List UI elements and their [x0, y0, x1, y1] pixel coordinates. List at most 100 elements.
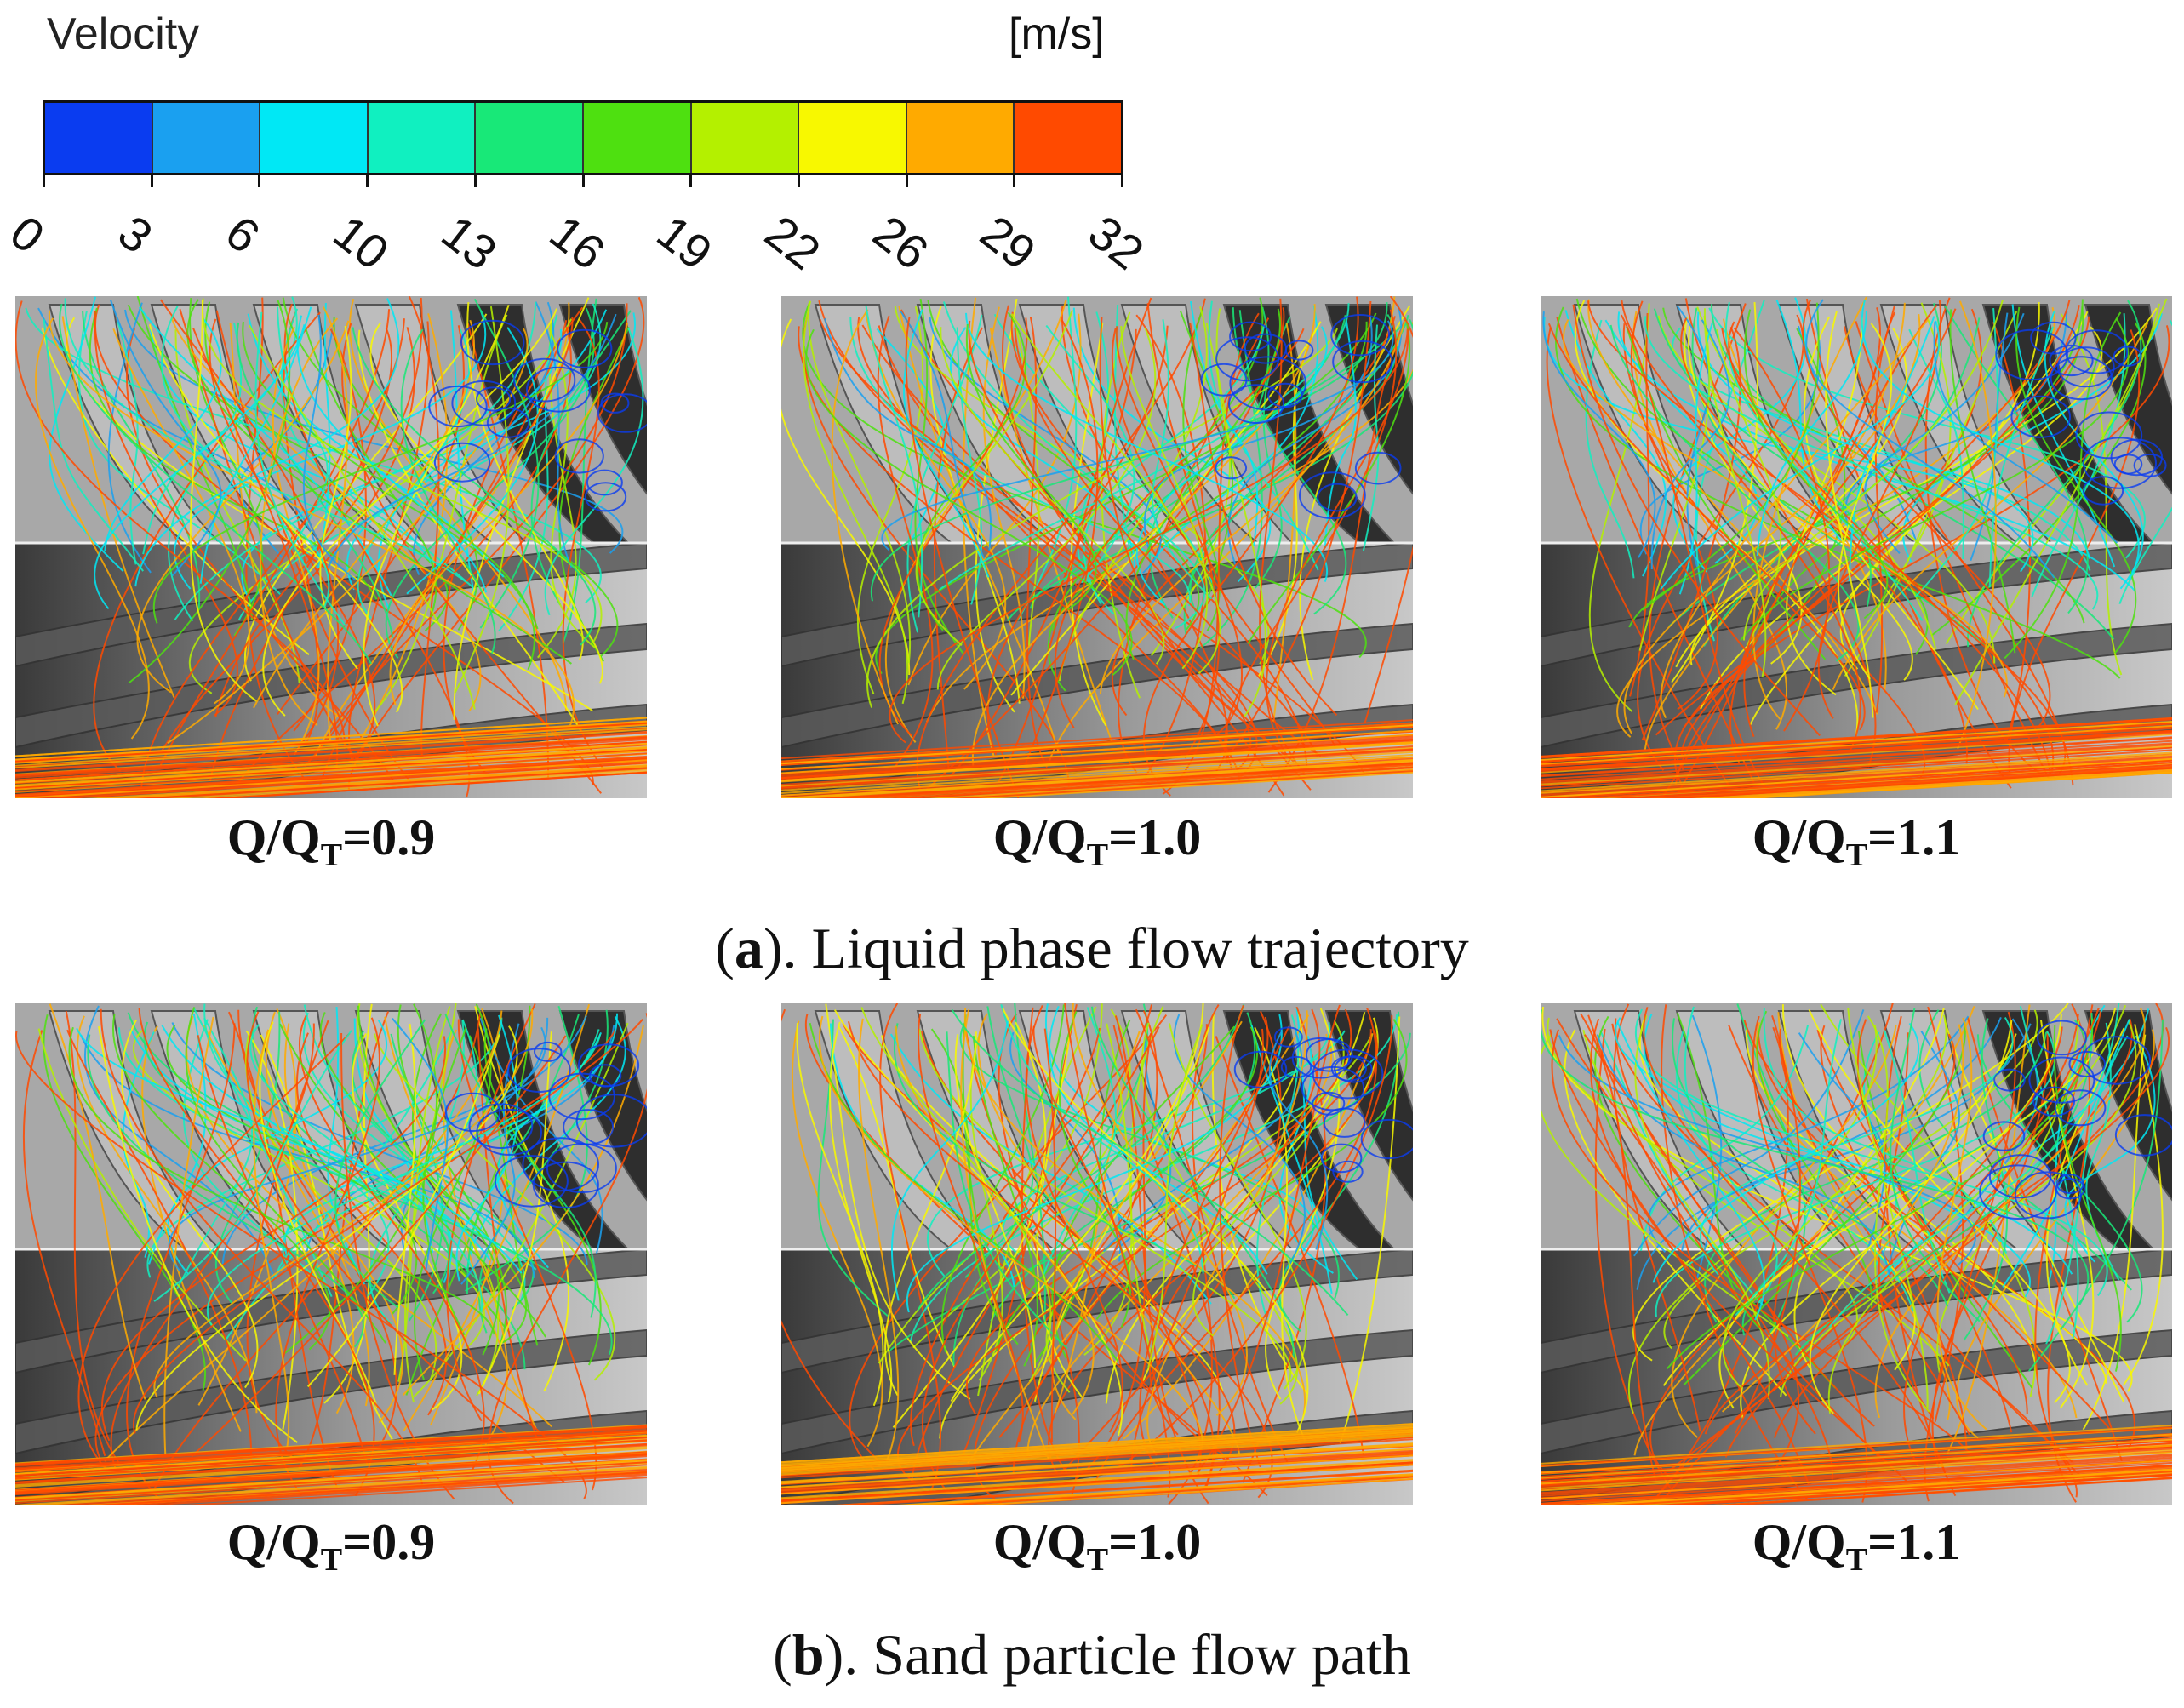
streamline: [1808, 1008, 2071, 1404]
streamline: [94, 310, 238, 717]
streamline: [159, 309, 391, 766]
guide-vane-blade: [2084, 304, 2172, 495]
streamline: [1752, 296, 1867, 720]
streamline-fast: [163, 768, 647, 798]
streamline-fast: [1541, 757, 2172, 798]
streamline: [982, 306, 1026, 699]
streamline: [1728, 321, 1968, 764]
streamline: [126, 1023, 236, 1502]
streamline: [357, 1003, 500, 1397]
streamline: [1115, 1035, 1172, 1251]
streamline: [1146, 305, 1319, 570]
streamline: [1691, 1014, 1723, 1282]
streamline: [1955, 1029, 2155, 1439]
streamline: [1259, 298, 1305, 774]
streamline: [1006, 318, 1413, 622]
streamline: [1798, 1032, 1886, 1254]
streamline: [946, 1031, 1068, 1350]
streamline-vortex: [2133, 453, 2167, 477]
colorbar-tick: [1121, 174, 1123, 187]
streamline: [138, 1008, 375, 1497]
streamline: [972, 304, 1316, 768]
streamline: [161, 306, 330, 608]
streamline: [253, 1029, 290, 1448]
streamline-fast: [15, 748, 647, 789]
streamline-fast: [1541, 723, 2172, 763]
colorbar-tick: [797, 174, 800, 187]
streamline: [214, 297, 423, 717]
streamline: [186, 299, 572, 665]
streamline: [1671, 302, 1758, 683]
streamline: [1914, 308, 1999, 598]
streamline-fast: [15, 1426, 647, 1467]
streamline: [964, 1008, 1306, 1416]
streamline: [109, 299, 222, 577]
streamline-vortex: [532, 1161, 599, 1209]
streamline-fast: [15, 736, 647, 777]
streamline: [346, 309, 608, 591]
streamline-fast: [781, 1426, 1413, 1467]
streamline: [1642, 302, 1820, 611]
streamline: [1099, 320, 1406, 694]
impeller-blade: [15, 1328, 647, 1455]
streamline: [249, 1023, 483, 1313]
streamline-fast: [1541, 730, 2172, 771]
streamline: [921, 1004, 1153, 1494]
streamline: [87, 1034, 364, 1348]
streamline-fast: [781, 724, 1413, 765]
streamline: [65, 1011, 121, 1465]
streamline-vortex: [554, 438, 604, 474]
streamline: [1572, 304, 1821, 737]
streamline-fast: [15, 743, 647, 784]
streamline: [1621, 300, 1861, 753]
streamline: [1546, 328, 1731, 789]
streamline-fast: [15, 1462, 647, 1503]
streamline: [1043, 1007, 1118, 1275]
streamline: [1856, 1019, 2111, 1430]
caption-a: (a). Liquid phase flow trajectory: [715, 916, 1469, 980]
streamline-vortex: [451, 380, 517, 426]
streamline-vortex: [428, 385, 488, 428]
streamline: [906, 1014, 1283, 1313]
streamline: [1933, 321, 2118, 544]
streamline-fast: [1541, 751, 2172, 792]
streamline-vortex: [2114, 1114, 2172, 1157]
streamline: [393, 1023, 417, 1375]
colorbar-segment: [260, 103, 369, 173]
streamline: [1247, 323, 1411, 645]
streamline: [849, 317, 1192, 607]
streamline-fast: [1631, 1471, 2172, 1505]
streamline: [59, 303, 372, 665]
streamline: [1820, 1025, 1968, 1447]
streamline: [986, 325, 1169, 756]
streamline: [1847, 1007, 1929, 1409]
panel-b-1: [15, 1003, 647, 1505]
streamline: [1743, 309, 1889, 620]
impeller-blade: [781, 541, 1413, 668]
streamline-fast: [781, 730, 1413, 771]
streamline-fast: [781, 1425, 1413, 1465]
streamline: [170, 316, 482, 712]
colorbar-tick: [258, 174, 261, 187]
streamline: [1189, 323, 1338, 717]
streamline: [2082, 1034, 2147, 1431]
streamline-vortex: [2083, 476, 2124, 506]
streamline: [245, 1034, 437, 1380]
streamline: [444, 1013, 597, 1318]
streamline-fast: [781, 1434, 1413, 1475]
streamline: [1151, 319, 1213, 600]
streamline: [1661, 1004, 1809, 1501]
streamline: [998, 1013, 1080, 1501]
streamline-fast: [1541, 727, 2172, 768]
streamline: [1120, 326, 1209, 670]
streamline: [1115, 326, 1244, 737]
streamline: [61, 316, 175, 698]
streamline: [42, 328, 310, 655]
streamline: [400, 328, 496, 654]
streamline: [1773, 1018, 2133, 1439]
streamline: [1095, 1019, 1408, 1320]
streamline-fast: [15, 1455, 647, 1496]
colorbar-segment: [691, 103, 800, 173]
streamline: [1908, 328, 1964, 560]
colorbar-tick: [150, 174, 153, 187]
